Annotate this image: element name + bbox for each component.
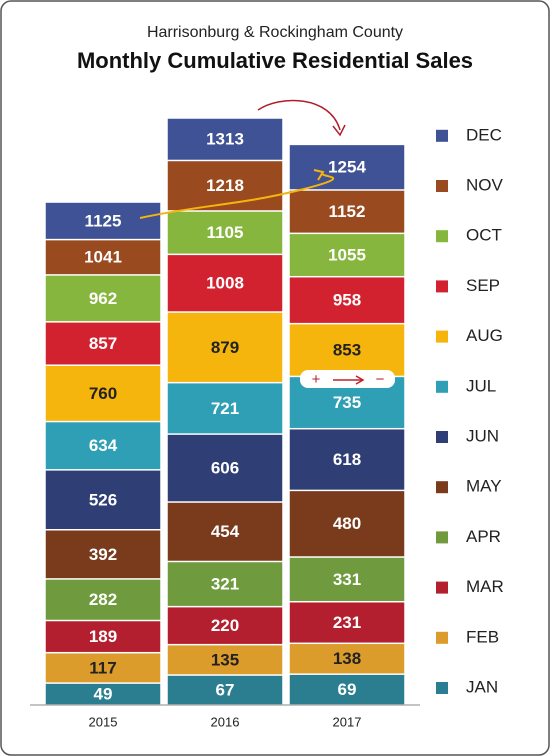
legend-label: OCT xyxy=(466,226,502,245)
legend-swatch xyxy=(436,330,448,343)
data-label: 138 xyxy=(333,649,361,668)
data-label: 634 xyxy=(89,436,118,455)
legend-label: JUN xyxy=(466,426,499,445)
legend-label: AUG xyxy=(466,326,503,345)
legend-label: JUL xyxy=(466,376,496,395)
data-label: 760 xyxy=(89,384,117,403)
data-label: 853 xyxy=(333,341,361,360)
data-label: 962 xyxy=(89,289,117,308)
legend-swatch xyxy=(436,280,448,293)
data-label: 735 xyxy=(333,393,361,412)
legend-label: APR xyxy=(466,527,501,546)
data-label: 879 xyxy=(211,338,239,357)
legend-swatch xyxy=(436,531,448,544)
data-label: 69 xyxy=(338,680,357,699)
annotations: + − xyxy=(139,99,395,388)
arrow-head xyxy=(332,124,346,137)
data-label: 1041 xyxy=(84,248,122,267)
arrow xyxy=(257,99,341,131)
legend-swatch xyxy=(436,230,448,243)
data-label: 1055 xyxy=(328,246,366,265)
data-label: 135 xyxy=(211,650,239,669)
legend-swatch xyxy=(436,129,448,142)
data-label: 606 xyxy=(211,459,239,478)
data-label: 618 xyxy=(333,450,361,469)
x-tick-label: 2017 xyxy=(333,714,362,729)
legend-swatch xyxy=(436,380,448,393)
arrow-head xyxy=(313,169,325,181)
data-label: 721 xyxy=(211,399,239,418)
data-label: 282 xyxy=(89,590,117,609)
legend-label: NOV xyxy=(466,175,504,194)
legend-label: JAN xyxy=(466,677,498,696)
data-label: 1254 xyxy=(328,158,366,177)
data-label: 958 xyxy=(333,291,361,310)
legend-label: DEC xyxy=(466,125,502,144)
annotation: + xyxy=(312,371,321,388)
legend-swatch xyxy=(436,682,448,694)
legend-swatch xyxy=(436,581,448,594)
note-box xyxy=(300,370,395,388)
data-label: 1008 xyxy=(206,274,244,293)
data-label: 331 xyxy=(333,570,361,589)
legend-label: FEB xyxy=(466,627,499,646)
data-label: 189 xyxy=(89,627,117,646)
legend-label: MAY xyxy=(466,477,502,496)
legend-swatch xyxy=(436,431,448,443)
arrow xyxy=(139,172,335,219)
data-label: 231 xyxy=(333,613,361,632)
data-label: 392 xyxy=(89,545,117,564)
data-label: 1313 xyxy=(206,130,244,149)
data-label: 454 xyxy=(211,522,240,541)
legend-label: SEP xyxy=(466,276,500,295)
legend-swatch xyxy=(436,481,448,494)
data-label: 117 xyxy=(89,658,116,677)
data-label: 1218 xyxy=(206,176,244,195)
legend-swatch xyxy=(436,180,448,192)
bar-segment xyxy=(166,674,284,706)
legend-label: MAR xyxy=(466,577,504,596)
data-label: 480 xyxy=(333,514,361,533)
data-label: 1125 xyxy=(85,211,122,230)
data-label: 321 xyxy=(211,575,239,594)
chart-subtitle: Harrisonburg & Rockingham County xyxy=(147,24,403,41)
data-label: 1152 xyxy=(329,202,366,221)
data-label: 49 xyxy=(94,685,113,704)
x-tick-label: 2016 xyxy=(211,714,240,729)
data-label: 67 xyxy=(216,681,235,700)
data-label: 857 xyxy=(89,334,117,353)
x-tick-label: 2015 xyxy=(89,714,118,729)
legend-swatch xyxy=(436,631,448,644)
note-arrow-head xyxy=(355,375,365,385)
annotation: − xyxy=(376,371,385,388)
bars: 49 117 189 282 392 526 634 760 857 962 1041 1125 67 1… xyxy=(44,117,406,706)
data-label: 220 xyxy=(211,616,239,635)
data-label: 1105 xyxy=(207,223,244,242)
data-label: 526 xyxy=(89,490,117,509)
chart-title: Monthly Cumulative Residential Sales xyxy=(77,48,473,73)
